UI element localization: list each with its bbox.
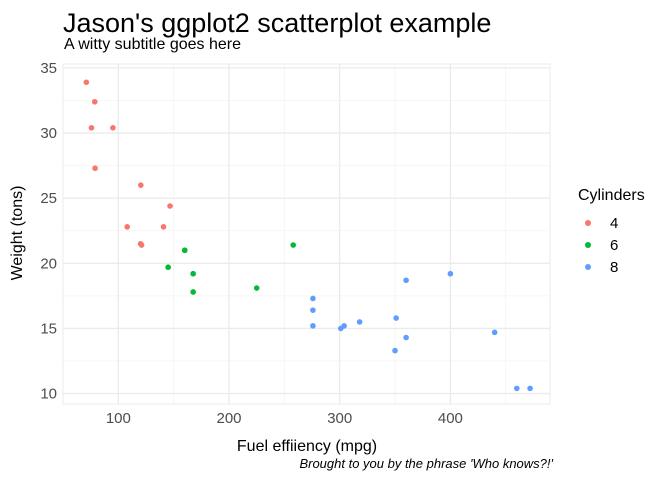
data-point-cyl-8: [403, 277, 409, 284]
data-point-cyl-4: [138, 182, 144, 188]
legend: Cylinders 4 6 8: [578, 186, 645, 278]
y-tick-label: 10: [40, 386, 57, 403]
data-point-cyl-4: [138, 242, 145, 248]
data-point-cyl-4: [92, 165, 98, 172]
y-tick-label: 25: [40, 190, 57, 207]
legend-title: Cylinders: [578, 187, 645, 204]
data-point-cyl-4: [167, 203, 173, 209]
grid-lines: [63, 64, 550, 404]
chart-subtitle: A witty subtitle goes here: [64, 36, 241, 53]
data-point-cyl-4: [88, 125, 95, 131]
y-axis-label: Weight (tons): [9, 186, 26, 281]
data-point-cyl-6: [165, 264, 171, 271]
panel-border: [62, 63, 551, 405]
data-point-cyl-8: [513, 385, 520, 392]
x-tick-label: 300: [327, 410, 352, 427]
data-point-cyl-8: [403, 334, 409, 341]
data-point-cyl-4: [124, 224, 130, 230]
axis-ticks: 100 200 300 400 10 15 20 25 30 35: [40, 60, 463, 427]
data-point-cyl-8: [527, 385, 533, 392]
data-point-cyl-8: [310, 307, 316, 314]
x-tick-label: 400: [438, 410, 463, 427]
legend-label-6: 6: [610, 236, 619, 254]
legend-item-4: 4: [578, 212, 645, 234]
data-point-cyl-4: [91, 98, 98, 105]
data-point-cyl-4: [160, 224, 167, 230]
data-point-cyl-8: [356, 319, 363, 325]
data-point-cyl-6: [253, 285, 260, 291]
y-tick-label: 35: [40, 60, 57, 77]
data-point-cyl-8: [491, 329, 498, 336]
data-point-cyl-6: [290, 242, 297, 248]
data-point-cyl-8: [338, 325, 344, 332]
x-tick-label: 200: [217, 410, 242, 427]
data-point-cyl-4: [83, 79, 90, 86]
data-point-cyl-4: [110, 125, 116, 131]
chart-title: Jason's ggplot2 scatterplot example: [63, 8, 492, 38]
x-tick-label: 100: [106, 410, 131, 427]
data-point-cyl-8: [393, 315, 399, 321]
legend-item-6: 6: [578, 234, 645, 256]
data-point-cyl-6: [190, 289, 196, 295]
data-point-cyl-6: [190, 270, 196, 277]
data-point-cyl-8: [392, 347, 398, 354]
legend-swatch-6: [585, 242, 591, 248]
legend-swatch-4: [585, 220, 591, 226]
legend-label-8: 8: [610, 258, 619, 276]
x-axis-label: Fuel effiiency (mpg): [237, 438, 377, 455]
data-point-cyl-8: [310, 295, 316, 302]
plot-panel: [62, 63, 551, 405]
chart-caption: Brought to you by the phrase 'Who knows?…: [299, 456, 553, 471]
y-tick-label: 20: [40, 255, 57, 272]
data-point-cyl-8: [310, 323, 316, 329]
legend-label-4: 4: [610, 214, 619, 232]
data-point-cyl-8: [447, 270, 454, 277]
y-tick-label: 15: [40, 320, 57, 337]
data-point-cyl-6: [181, 247, 188, 254]
legend-item-8: 8: [578, 256, 645, 278]
legend-swatch-8: [585, 264, 591, 270]
data-points: [83, 79, 533, 392]
y-tick-label: 30: [40, 125, 57, 142]
